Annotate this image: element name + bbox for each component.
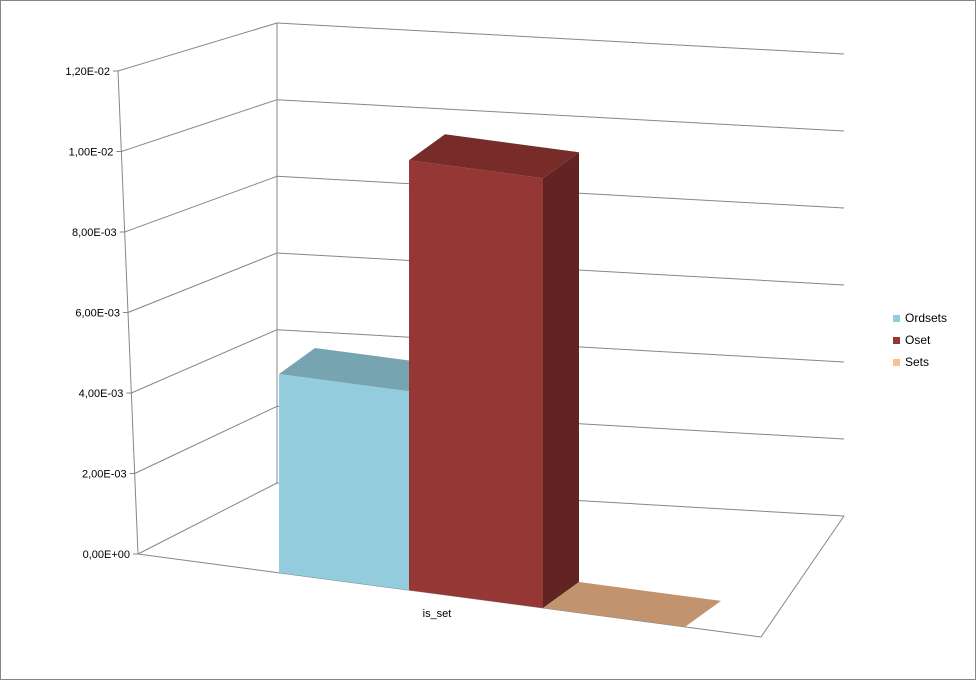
y-tick-label: 1,20E-02 [65, 66, 110, 78]
y-tick-label: 2,00E-03 [82, 469, 127, 481]
legend-item-ordsets: Ordsets [893, 307, 947, 329]
floor-left-edge [137, 482, 278, 555]
bar-side-oset [543, 152, 579, 608]
bar-top-sets [543, 582, 721, 627]
floor-right-edge [760, 515, 845, 638]
gridline [124, 175, 278, 233]
legend-swatch [893, 336, 900, 344]
bar-front-oset [409, 160, 543, 609]
gridline [131, 329, 278, 394]
legend: Ordsets Oset Sets [893, 307, 947, 373]
gridline [121, 99, 278, 152]
legend-label: Oset [905, 333, 931, 347]
y-tick-label: 6,00E-03 [75, 308, 120, 320]
x-tick-label: is_set [423, 608, 452, 620]
legend-label: Sets [905, 355, 930, 369]
y-tick-label: 4,00E-03 [79, 388, 124, 400]
gridline [117, 22, 278, 72]
bar-top-oset [409, 134, 579, 179]
y-tick-label: 1,00E-02 [69, 147, 114, 159]
gridline [134, 405, 278, 474]
legend-item-sets: Sets [893, 351, 947, 373]
y-tick-label: 8,00E-03 [72, 227, 117, 239]
legend-swatch [893, 358, 900, 366]
gridline [127, 252, 278, 313]
gridline [276, 22, 845, 55]
gridline [276, 99, 845, 132]
legend-item-oset: Oset [893, 329, 947, 351]
legend-label: Ordsets [905, 311, 948, 325]
bar-front-ordsets [279, 374, 409, 591]
legend-swatch [893, 314, 900, 322]
bar-top-ordsets [279, 348, 445, 392]
y-tick-label: 0,00E+00 [83, 549, 130, 561]
